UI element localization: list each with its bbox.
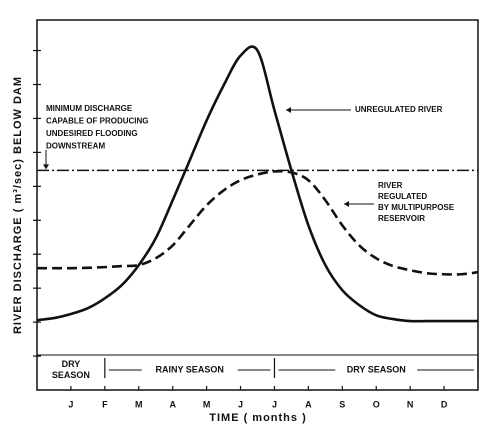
series-line: [37, 169, 479, 276]
threshold-label: MINIMUM DISCHARGE: [46, 104, 133, 113]
series-leader-head: [344, 201, 349, 207]
x-tick-label: N: [407, 399, 414, 409]
season-label: DRY SEASON: [347, 364, 406, 374]
threshold-label: CAPABLE OF PRODUCING: [46, 117, 149, 126]
series-label: RESERVOIR: [378, 214, 425, 223]
season-label: SEASON: [52, 370, 90, 380]
series-line: [36, 45, 478, 323]
threshold-label: DOWNSTREAM: [46, 142, 105, 151]
threshold-label: UNDESIRED FLOODING: [46, 129, 138, 138]
x-tick-label: M: [135, 399, 143, 409]
x-tick-label: D: [441, 399, 448, 409]
season-label: DRY: [62, 359, 81, 369]
x-tick-label: F: [102, 399, 108, 409]
x-tick-label: J: [238, 399, 243, 409]
y-axis-label: RIVER DISCHARGE ( m³/sec) BELOW DAM: [12, 76, 24, 334]
series-label: REGULATED: [378, 192, 427, 201]
series-label: BY MULTIPURPOSE: [378, 203, 455, 212]
x-tick-label: J: [272, 399, 277, 409]
series-label: RIVER: [378, 181, 403, 190]
series-leader-head: [286, 107, 291, 113]
x-tick-label: J: [68, 399, 73, 409]
x-tick-label: O: [373, 399, 380, 409]
plot-frame: [36, 19, 479, 391]
x-tick-label: S: [339, 399, 345, 409]
x-axis-label: TIME ( months ): [209, 412, 307, 424]
series-label: UNREGULATED RIVER: [355, 105, 443, 114]
season-label: RAINY SEASON: [155, 364, 223, 374]
x-tick-label: M: [203, 399, 211, 409]
x-tick-label: A: [305, 399, 312, 409]
x-tick-label: A: [169, 399, 176, 409]
threshold-arrowhead: [43, 164, 49, 170]
